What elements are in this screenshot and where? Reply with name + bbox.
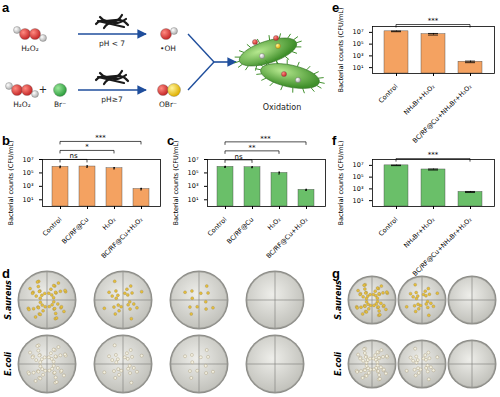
svg-text:BC/RF@Cu: BC/RF@Cu: [60, 216, 90, 246]
svg-text:10⁷: 10⁷: [353, 161, 364, 169]
html-text:a: a: [2, 0, 10, 15]
svg-text:NH₄Br+H₂O₂: NH₄Br+H₂O₂: [402, 82, 436, 116]
svg-text:OBr⁻: OBr⁻: [159, 100, 177, 109]
svg-text:ns: ns: [69, 152, 77, 160]
svg-text:Control: Control: [41, 215, 63, 237]
svg-text:Bacterial counts (CFU/mL): Bacterial counts (CFU/mL): [337, 141, 345, 226]
svg-text:BC/RF@Cu+H₂O₂: BC/RF@Cu+H₂O₂: [100, 215, 145, 260]
svg-text:Control: Control: [377, 215, 399, 237]
svg-text:Bacterial counts (CFU/mL): Bacterial counts (CFU/mL): [7, 141, 15, 226]
svg-text:10⁷: 10⁷: [23, 156, 34, 164]
svg-text:10⁷: 10⁷: [188, 156, 199, 164]
svg-text:10³: 10³: [353, 52, 364, 60]
svg-text:Br⁻: Br⁻: [54, 100, 66, 109]
svg-text:10¹: 10¹: [353, 64, 364, 72]
svg-text:Bacterial counts (CFU/mL): Bacterial counts (CFU/mL): [172, 141, 180, 226]
svg-text:10⁷: 10⁷: [353, 28, 364, 36]
svg-text:***: ***: [260, 135, 271, 143]
svg-text:pH < 7: pH < 7: [99, 39, 125, 48]
svg-text:10⁵: 10⁵: [353, 40, 364, 48]
svg-text:NH₄Br+H₂O₂: NH₄Br+H₂O₂: [402, 215, 436, 249]
svg-text:10⁵: 10⁵: [188, 169, 199, 177]
html-text:b: b: [2, 133, 10, 148]
svg-text:10⁵: 10⁵: [23, 169, 34, 177]
svg-text:•OH: •OH: [160, 44, 176, 53]
html-text:d: d: [2, 266, 10, 281]
svg-text:H₂O₂: H₂O₂: [21, 44, 39, 53]
svg-text:H₂O₂: H₂O₂: [101, 215, 118, 232]
svg-text:**: **: [249, 144, 257, 152]
html-text:f: f: [332, 133, 337, 148]
svg-text:10³: 10³: [353, 185, 364, 193]
svg-text:10¹: 10¹: [353, 197, 364, 205]
svg-text:***: ***: [95, 134, 106, 142]
svg-text:BC/RF@Cu: BC/RF@Cu: [225, 216, 255, 246]
svg-text:BC/RF@Cu+H₂O₂: BC/RF@Cu+H₂O₂: [265, 215, 310, 260]
svg-text:10⁵: 10⁵: [353, 173, 364, 181]
svg-text:BC/RF@Cu+NH₄Br+H₂O₂: BC/RF@Cu+NH₄Br+H₂O₂: [411, 82, 474, 145]
svg-text:Control: Control: [206, 215, 228, 237]
svg-text:E.coli: E.coli: [334, 352, 343, 376]
svg-text:S.aureus: S.aureus: [4, 280, 13, 320]
html-text:g: g: [332, 266, 340, 281]
svg-text:***: ***: [428, 17, 439, 25]
svg-text:H₂O₂: H₂O₂: [13, 100, 31, 109]
svg-text:BC/RF@Cu+NH₄Br+H₂O₂: BC/RF@Cu+NH₄Br+H₂O₂: [411, 215, 474, 278]
svg-text:10¹: 10¹: [188, 196, 199, 204]
svg-text:***: ***: [428, 151, 439, 159]
svg-text:10¹: 10¹: [23, 196, 34, 204]
svg-text:+: +: [39, 84, 47, 95]
svg-text:Oxidation: Oxidation: [263, 103, 302, 112]
svg-text:10³: 10³: [23, 182, 34, 190]
svg-text:ns: ns: [234, 153, 242, 161]
svg-text:10³: 10³: [188, 182, 199, 190]
html-text:c: c: [167, 133, 175, 148]
svg-text:Control: Control: [377, 82, 399, 104]
svg-text:S.aureus: S.aureus: [334, 280, 343, 320]
svg-text:H₂O₂: H₂O₂: [266, 215, 283, 232]
svg-text:Bacterial counts (CFU/mL): Bacterial counts (CFU/mL): [337, 8, 345, 93]
svg-text:E.coli: E.coli: [4, 352, 13, 376]
svg-text:*: *: [85, 143, 89, 151]
svg-text:pH≥7: pH≥7: [101, 95, 123, 104]
html-text:e: e: [332, 0, 340, 15]
